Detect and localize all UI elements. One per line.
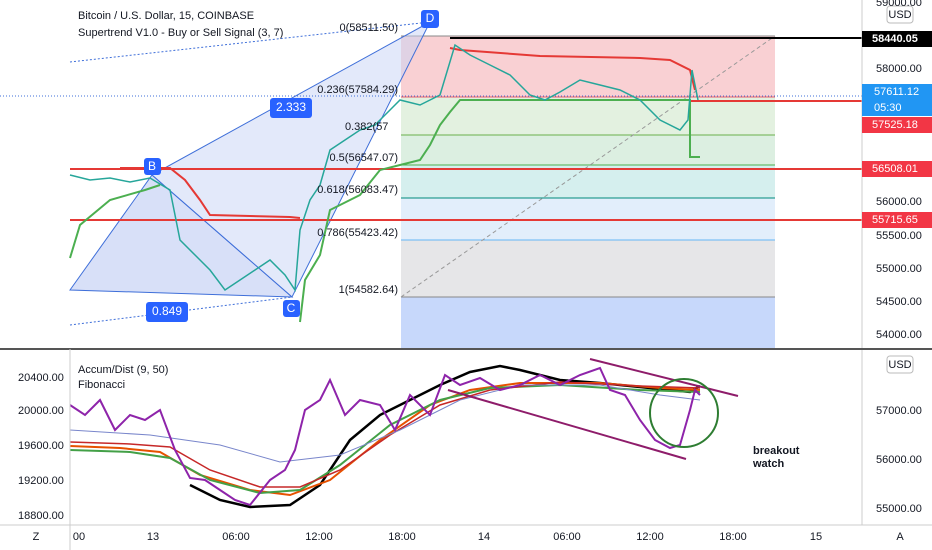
- price-label: 59000.00: [876, 0, 922, 9]
- currency: USD: [888, 9, 911, 21]
- currency-box: [886, 5, 914, 24]
- fib-label: 0(58511.50): [339, 22, 398, 34]
- title: Bitcoin / U.S. Dollar, 15, COINBASE: [78, 10, 254, 22]
- zone: [401, 297, 775, 348]
- fib-label: 0.382(57: [345, 121, 388, 133]
- price-label: 54500.00: [876, 296, 922, 308]
- zone: [401, 240, 775, 297]
- time-label: 18:00: [388, 531, 416, 543]
- label: C: [287, 301, 296, 315]
- price-label: 56000.00: [876, 196, 922, 208]
- price-label: 55500.00: [876, 230, 922, 242]
- right-label: 56000.00: [876, 454, 922, 466]
- time-label: 15: [810, 531, 822, 543]
- annotation: breakout: [753, 445, 800, 457]
- tag-text: 56508.01: [872, 163, 918, 175]
- tag-text: 57611.12: [874, 86, 919, 98]
- price-path: [69, 43, 699, 293]
- fib-zones: [400, 35, 776, 348]
- supertrend-red: [120, 167, 301, 219]
- price-tag: [862, 117, 932, 133]
- pattern-labels: D B C 2.333 0.849: [144, 10, 439, 322]
- label: 2.333: [276, 100, 306, 114]
- fib-label: 0.5(56547.07): [330, 152, 399, 164]
- time-label: 06:00: [553, 531, 581, 543]
- time-axis: 00 13 06:00 12:00 18:00 14 06:00 12:00 1…: [73, 531, 822, 543]
- currency-box: [886, 355, 914, 374]
- fib-label: 0.236(57584.29): [317, 84, 398, 96]
- left-label: 20400.00: [18, 372, 64, 384]
- trend-line: [400, 35, 776, 298]
- lower-pane: [69, 358, 739, 509]
- tag-text: 55715.65: [872, 214, 918, 226]
- supertrend-green: [299, 99, 700, 323]
- supertrend-red: [449, 47, 696, 91]
- zone: [401, 97, 775, 135]
- left-label: 18800.00: [18, 510, 64, 522]
- zone: [401, 135, 775, 165]
- corner-button[interactable]: Z: [33, 531, 40, 543]
- time-label: 12:00: [636, 531, 664, 543]
- pane-title: Accum/Dist (9, 50): [78, 364, 168, 376]
- left-label: 19200.00: [18, 475, 64, 487]
- price-tag: [862, 212, 932, 228]
- price-label: 54000.00: [876, 329, 922, 341]
- annotation: watch: [752, 458, 784, 470]
- time-label: 06:00: [222, 531, 250, 543]
- right-label: 55000.00: [876, 503, 922, 515]
- fib-labels: 0(58511.50) 0.236(57584.29) 0.382(57 0.5…: [317, 22, 398, 296]
- label: D: [426, 11, 435, 25]
- price-label: 58000.00: [876, 63, 922, 75]
- pane-subtitle: Fibonacci: [78, 379, 125, 391]
- tag-text: 57525.18: [872, 119, 918, 131]
- right-label: 57000.00: [876, 405, 922, 417]
- indicator: Supertrend V1.0 - Buy or Sell Signal (3,…: [78, 27, 283, 39]
- price-tag: [862, 31, 932, 47]
- fib-label: 0.786(55423.42): [317, 227, 398, 239]
- currency: USD: [888, 359, 911, 371]
- time-label: 14: [478, 531, 490, 543]
- corner-button[interactable]: A: [896, 531, 904, 543]
- price-label: 55000.00: [876, 263, 922, 275]
- time-label: 00: [73, 531, 85, 543]
- price-tag: [862, 161, 932, 177]
- label: B: [148, 159, 156, 173]
- zone: [401, 36, 775, 97]
- left-label: 20000.00: [18, 405, 64, 417]
- time-label: 13: [147, 531, 159, 543]
- time-label: 18:00: [719, 531, 747, 543]
- time-label: 12:00: [305, 531, 333, 543]
- supertrend-green: [69, 184, 161, 259]
- tag-text: 05:30: [874, 102, 902, 114]
- fib-label: 1(54582.64): [339, 284, 398, 296]
- label: 0.849: [152, 304, 182, 318]
- zone: [401, 165, 775, 198]
- fib-label: 0.618(56083.47): [317, 184, 398, 196]
- tag-text: 58440.05: [872, 33, 918, 45]
- price-tag: [862, 84, 932, 116]
- left-label: 19600.00: [18, 440, 64, 452]
- fib-lines: [401, 35, 775, 298]
